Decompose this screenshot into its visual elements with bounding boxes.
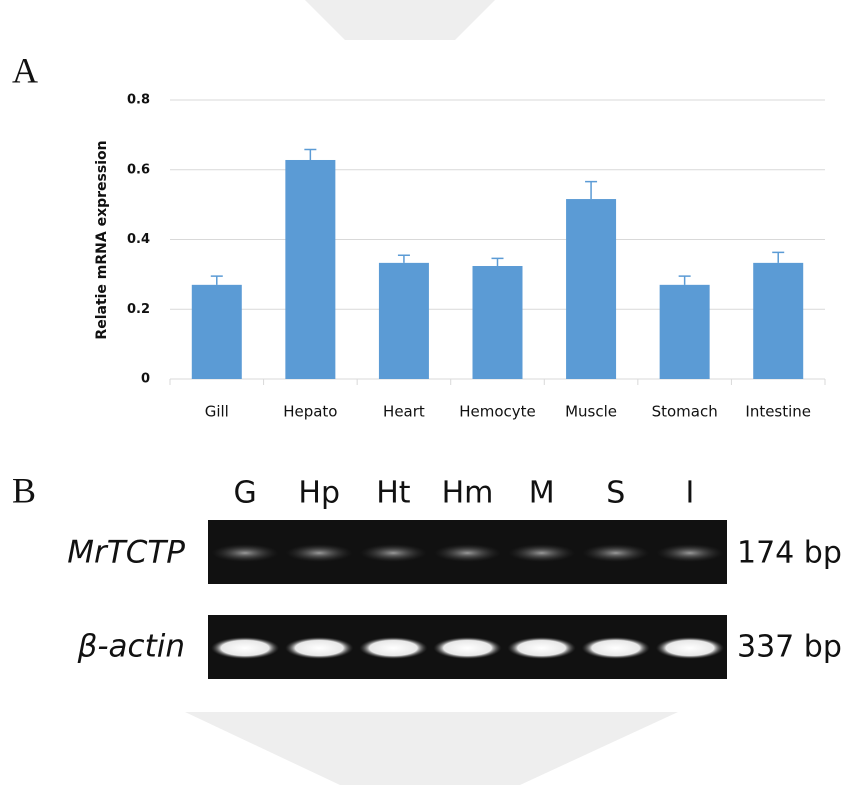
decoration [305,0,495,40]
lane-label: S [606,476,625,511]
y-tick-label: 0.8 [127,93,150,108]
error-bar [772,252,784,262]
bar [660,285,710,379]
error-bar [679,276,691,285]
bar [379,263,429,379]
figure: A B Relatie mRNA expression MrTCTP β-act… [0,0,851,785]
gel-band [433,637,501,659]
gel-band [508,637,576,659]
x-tick-label: Hepato [283,403,337,421]
gel-band [657,544,724,562]
panel-label: A [12,50,38,90]
error-bar [492,258,504,266]
x-tick-label: Stomach [652,403,718,421]
y-tick-label: 0 [141,372,150,387]
gel-band [285,637,353,659]
size-label: 337 bp [737,630,842,665]
lane-label: M [529,476,555,511]
gene-label: β-actin [77,629,185,665]
gel-band [582,637,650,659]
gel-band [656,637,724,659]
gel-band [212,544,279,562]
x-tick-label: Intestine [745,403,811,421]
panel-label: B [12,470,36,510]
bar [473,266,523,379]
lane-label: G [233,476,256,511]
gel-band [359,637,427,659]
x-tick-label: Heart [383,403,425,421]
x-tick-label: Hemocyte [459,403,536,421]
error-bar [585,182,597,199]
bar [285,160,335,379]
y-tick-label: 0.4 [127,232,150,247]
y-axis-label: Relatie mRNA expression [94,140,110,339]
lane-label: Ht [376,476,411,511]
error-bar [211,276,223,285]
bar [566,199,616,379]
gel-band [434,544,501,562]
gel-band [360,544,427,562]
x-tick-label: Gill [205,403,229,421]
gel-band [211,637,279,659]
error-bar [304,150,316,160]
bar [753,263,803,379]
y-tick-label: 0.6 [127,162,150,177]
bar [192,285,242,379]
error-bar [398,255,410,263]
gene-label: MrTCTP [67,535,185,571]
gel-band [286,544,353,562]
gel-band [582,544,649,562]
lane-label: I [685,476,694,511]
lane-label: Hm [442,476,494,511]
y-tick-label: 0.2 [127,302,150,317]
size-label: 174 bp [737,536,842,571]
lane-label: Hp [298,476,340,511]
decoration [185,712,678,785]
x-tick-label: Muscle [565,403,617,421]
gel-band [508,544,575,562]
